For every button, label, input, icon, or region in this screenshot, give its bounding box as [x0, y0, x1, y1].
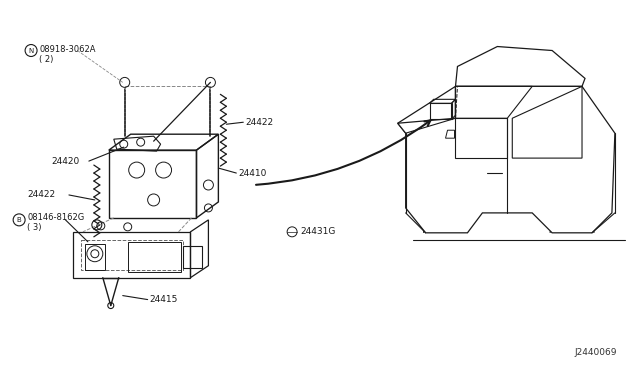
Text: N: N [28, 48, 34, 54]
Text: 08146-8162G: 08146-8162G [27, 214, 84, 222]
Text: 24410: 24410 [238, 169, 267, 177]
Text: B: B [17, 217, 22, 223]
Text: 24422: 24422 [245, 118, 273, 127]
Polygon shape [456, 46, 585, 86]
Text: 24422: 24422 [27, 190, 55, 199]
Polygon shape [397, 86, 615, 233]
Text: ( 3): ( 3) [27, 223, 42, 232]
Text: 24420: 24420 [51, 157, 79, 166]
Text: J2440069: J2440069 [574, 348, 616, 357]
Text: 08918-3062A: 08918-3062A [39, 45, 95, 54]
Text: ( 2): ( 2) [39, 55, 53, 64]
Text: 24431G: 24431G [300, 227, 335, 236]
Text: 24415: 24415 [150, 295, 178, 304]
Polygon shape [397, 86, 456, 133]
